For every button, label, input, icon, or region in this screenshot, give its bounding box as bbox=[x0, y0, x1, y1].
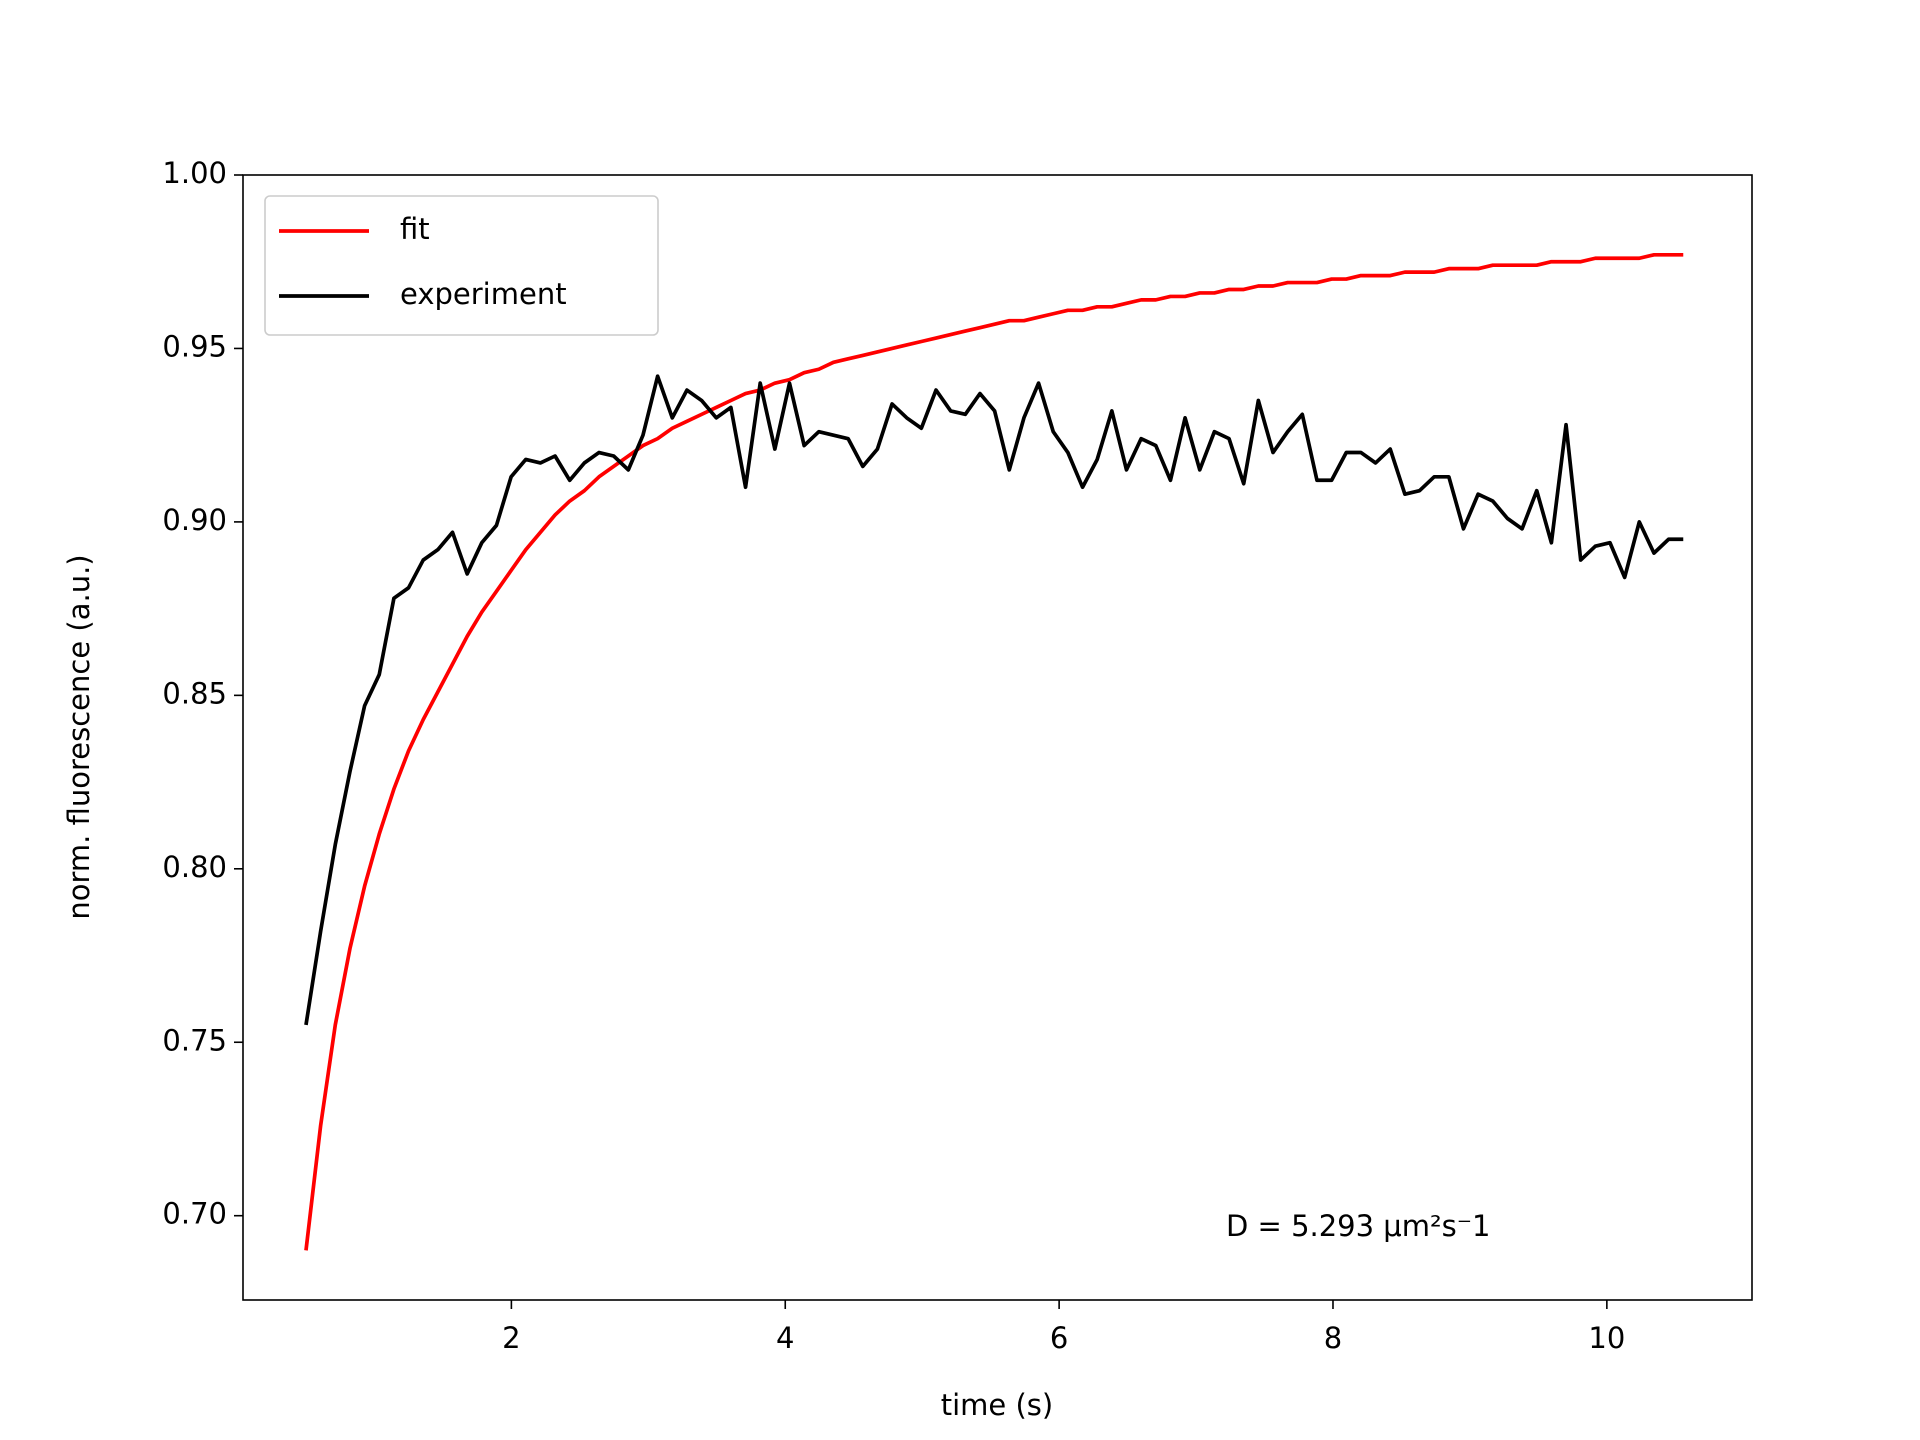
x-tick-label: 2 bbox=[502, 1321, 520, 1355]
line-series bbox=[304, 252, 1684, 1251]
x-tick-label: 4 bbox=[776, 1321, 794, 1355]
legend-label: experiment bbox=[400, 277, 567, 311]
y-tick-label: 0.70 bbox=[162, 1197, 227, 1231]
x-axis-label: time (s) bbox=[941, 1388, 1053, 1422]
x-tick-label: 10 bbox=[1588, 1321, 1625, 1355]
y-tick-label: 0.75 bbox=[162, 1023, 227, 1057]
y-tick-label: 0.80 bbox=[162, 850, 227, 884]
legend-label: fit bbox=[400, 212, 430, 246]
line-series bbox=[304, 374, 1684, 1026]
y-tick-label: 0.95 bbox=[162, 329, 227, 363]
y-tick-label: 0.90 bbox=[162, 503, 227, 537]
y-tick-label: 1.00 bbox=[162, 156, 227, 190]
annotation: D = 5.293 μm²s⁻1 bbox=[1226, 1209, 1491, 1243]
plot-frame bbox=[242, 174, 1753, 1301]
y-tick-label: 0.85 bbox=[162, 676, 227, 710]
x-tick-label: 6 bbox=[1050, 1321, 1068, 1355]
x-tick-label: 8 bbox=[1324, 1321, 1342, 1355]
y-axis-label: norm. fluorescence (a.u.) bbox=[62, 554, 96, 919]
legend-box bbox=[264, 195, 659, 336]
